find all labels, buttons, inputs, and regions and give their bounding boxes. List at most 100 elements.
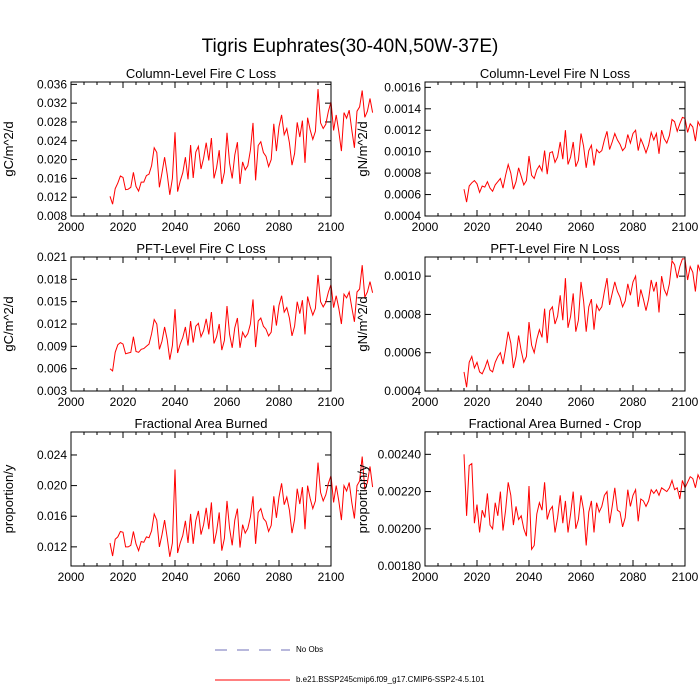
- x-tick-label: 2020: [464, 220, 491, 234]
- series-line: [109, 89, 374, 205]
- x-tick-label: 2040: [162, 220, 189, 234]
- x-tick-label: 2020: [464, 395, 491, 409]
- y-tick-label: 0.003: [37, 384, 67, 398]
- y-tick-label: 0.021: [37, 250, 67, 264]
- x-tick-label: 2040: [516, 220, 543, 234]
- panel-2: Column-Level Fire N Loss gN/m^2/d 2000 2020…: [355, 66, 700, 234]
- x-tick-label: 2060: [568, 395, 595, 409]
- x-tick-label: 2000: [412, 220, 439, 234]
- y-tick-label: 0.0012: [384, 123, 421, 137]
- y-tick-label: 0.009: [37, 339, 67, 353]
- x-tick-label: 2100: [318, 570, 345, 584]
- panel-5: Fractional Area Burned proportion/y 2000 20…: [1, 416, 374, 584]
- x-tick-label: 2040: [162, 395, 189, 409]
- plot-frame: [70, 256, 332, 392]
- y-tick-label: 0.0004: [384, 209, 421, 223]
- y-tick-label: 0.0008: [384, 307, 421, 321]
- y-axis-label: gN/m^2/d: [355, 121, 370, 176]
- y-tick-label: 0.0004: [384, 384, 421, 398]
- y-tick-label: 0.020: [37, 153, 67, 167]
- y-tick-label: 0.00180: [378, 559, 422, 573]
- x-tick-label: 2080: [266, 395, 293, 409]
- panel-3: PFT-Level Fire C Loss gC/m^2/d 2000 2020 204…: [1, 241, 374, 409]
- plot-frame: [424, 256, 686, 392]
- y-axis-label: gC/m^2/d: [1, 296, 16, 351]
- x-tick-label: 2060: [214, 220, 241, 234]
- x-tick-label: 2100: [318, 395, 345, 409]
- x-tick-label: 2060: [214, 570, 241, 584]
- y-tick-label: 0.006: [37, 362, 67, 376]
- plot-frame: [424, 81, 686, 217]
- panel-title: PFT-Level Fire N Loss: [490, 241, 620, 256]
- y-tick-label: 0.0008: [384, 166, 421, 180]
- x-tick-label: 2100: [318, 220, 345, 234]
- x-tick-label: 2000: [58, 395, 85, 409]
- series-line: [463, 258, 700, 388]
- x-tick-label: 2100: [672, 220, 699, 234]
- y-tick-label: 0.0014: [384, 102, 421, 116]
- x-tick-label: 2020: [110, 220, 137, 234]
- x-tick-label: 2060: [568, 220, 595, 234]
- legend-no-obs-label: No Obs: [296, 645, 323, 654]
- y-tick-label: 0.012: [37, 540, 67, 554]
- x-tick-label: 2040: [162, 570, 189, 584]
- x-tick-label: 2080: [266, 570, 293, 584]
- figure-title: Tigris Euphrates(30-40N,50W-37E): [202, 36, 499, 57]
- y-tick-label: 0.032: [37, 96, 67, 110]
- panel-title: Column-Level Fire N Loss: [480, 66, 631, 81]
- x-tick-label: 2100: [672, 395, 699, 409]
- y-tick-label: 0.00200: [378, 522, 422, 536]
- y-tick-label: 0.012: [37, 190, 67, 204]
- y-tick-label: 0.024: [37, 134, 67, 148]
- x-tick-label: 2000: [58, 220, 85, 234]
- y-tick-label: 0.016: [37, 171, 67, 185]
- panel-1: Column-Level Fire C Loss gC/m^2/d 2000 2020…: [1, 66, 374, 234]
- x-tick-label: 2000: [412, 570, 439, 584]
- x-tick-label: 2060: [568, 570, 595, 584]
- x-tick-label: 2040: [516, 570, 543, 584]
- y-axis-label: proportion/y: [1, 464, 16, 533]
- x-tick-label: 2100: [672, 570, 699, 584]
- panel-title: Fractional Area Burned: [135, 416, 268, 431]
- x-tick-label: 2020: [110, 570, 137, 584]
- panel-4: PFT-Level Fire N Loss gN/m^2/d 2000 2020 204…: [355, 241, 700, 409]
- y-tick-label: 0.0006: [384, 188, 421, 202]
- x-tick-label: 2080: [620, 395, 647, 409]
- y-tick-label: 0.018: [37, 272, 67, 286]
- y-axis-label: gC/m^2/d: [1, 121, 16, 176]
- y-tick-label: 0.0006: [384, 346, 421, 360]
- x-tick-label: 2040: [516, 395, 543, 409]
- plot-frame: [424, 431, 686, 567]
- series-line: [109, 456, 374, 557]
- x-tick-label: 2020: [110, 395, 137, 409]
- y-tick-label: 0.008: [37, 209, 67, 223]
- legend: No Obs b.e21.BSSP245cmip6.f09_g17.CMIP6-…: [215, 645, 485, 684]
- y-tick-label: 0.024: [37, 448, 67, 462]
- plot-frame: [70, 81, 332, 217]
- y-tick-label: 0.00220: [378, 485, 422, 499]
- panels: Column-Level Fire C Loss gC/m^2/d 2000 2020…: [1, 66, 700, 584]
- y-axis-label: proportion/y: [355, 464, 370, 533]
- x-tick-label: 2080: [620, 570, 647, 584]
- y-tick-label: 0.012: [37, 317, 67, 331]
- y-tick-label: 0.016: [37, 509, 67, 523]
- y-tick-label: 0.028: [37, 115, 67, 129]
- x-tick-label: 2060: [214, 395, 241, 409]
- y-tick-label: 0.036: [37, 77, 67, 91]
- y-axis-label: gN/m^2/d: [355, 296, 370, 351]
- series-line: [463, 116, 700, 203]
- y-tick-label: 0.0016: [384, 80, 421, 94]
- plot-frame: [70, 431, 332, 567]
- series-line: [463, 454, 700, 551]
- panel-title: PFT-Level Fire C Loss: [136, 241, 266, 256]
- x-tick-label: 2020: [464, 570, 491, 584]
- panel-6: Fractional Area Burned - Crop proportion/…: [355, 416, 700, 584]
- series-line: [109, 265, 374, 372]
- legend-series-label: b.e21.BSSP245cmip6.f09_g17.CMIP6-SSP2-4.…: [296, 675, 485, 684]
- y-tick-label: 0.0010: [384, 269, 421, 283]
- y-tick-label: 0.020: [37, 479, 67, 493]
- y-tick-label: 0.0010: [384, 145, 421, 159]
- y-tick-label: 0.00240: [378, 447, 422, 461]
- panel-title: Column-Level Fire C Loss: [126, 66, 277, 81]
- x-tick-label: 2000: [412, 395, 439, 409]
